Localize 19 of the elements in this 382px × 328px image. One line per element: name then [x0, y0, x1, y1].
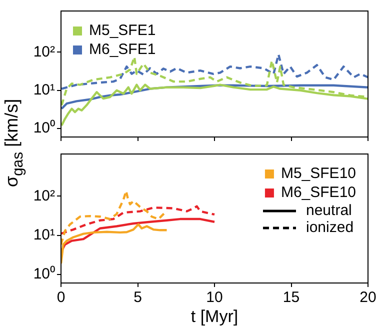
x-tick-label: 5	[134, 289, 142, 306]
y-tick-label: 10¹	[33, 82, 55, 99]
legend-label: M6_SFE10	[280, 184, 356, 202]
y-tick-label: 10²	[33, 187, 55, 204]
y-tick-label: 10²	[33, 43, 55, 60]
x-tick-label: 0	[56, 289, 66, 306]
y-tick-label: 10¹	[33, 226, 55, 244]
annotation: neutral	[306, 202, 352, 220]
x-tick-label: 15	[282, 289, 300, 306]
x-tick-label: 20	[360, 289, 376, 306]
legend-label: M6_SFE1	[89, 41, 156, 58]
x-axis-title: t [Myr]	[190, 307, 240, 327]
legend-label: M5_SFE1	[89, 22, 156, 40]
y-tick-label: 10⁰	[33, 265, 55, 282]
annotation: ionized	[306, 219, 354, 236]
x-tick-label: 10	[206, 289, 223, 306]
y-tick-label: 10⁰	[33, 120, 55, 137]
line-series	[61, 205, 216, 235]
legend-label: M5_SFE10	[280, 165, 356, 182]
